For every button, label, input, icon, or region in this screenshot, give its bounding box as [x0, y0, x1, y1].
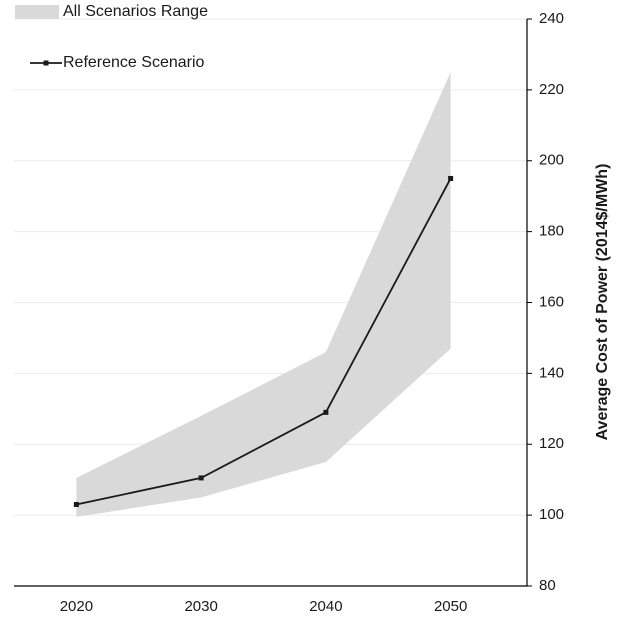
point — [198, 475, 204, 481]
point — [448, 175, 454, 181]
legend-swatch — [15, 5, 59, 19]
x-tick-label: 2020 — [60, 598, 93, 615]
y-tick-label: 220 — [539, 81, 564, 98]
y-tick-label: 240 — [539, 10, 564, 27]
legend-label: All Scenarios Range — [63, 3, 208, 20]
x-tick-label: 2050 — [434, 598, 467, 615]
point — [73, 501, 79, 507]
point — [323, 409, 329, 415]
x-tick-label: 2030 — [184, 598, 217, 615]
y-tick-label: 140 — [539, 364, 564, 381]
legend-marker — [43, 60, 49, 66]
y-tick-label: 120 — [539, 435, 564, 452]
y-tick-label: 160 — [539, 293, 564, 310]
y-tick-label: 80 — [539, 577, 556, 594]
y-axis-label: Average Cost of Power (2014$/MWh) — [594, 164, 611, 441]
y-tick-label: 180 — [539, 223, 564, 240]
legend-label: Reference Scenario — [63, 54, 205, 71]
range-area — [76, 72, 451, 517]
y-tick-label: 200 — [539, 152, 564, 169]
x-tick-label: 2040 — [309, 598, 342, 615]
line — [76, 178, 452, 506]
y-tick-label: 100 — [539, 506, 564, 523]
